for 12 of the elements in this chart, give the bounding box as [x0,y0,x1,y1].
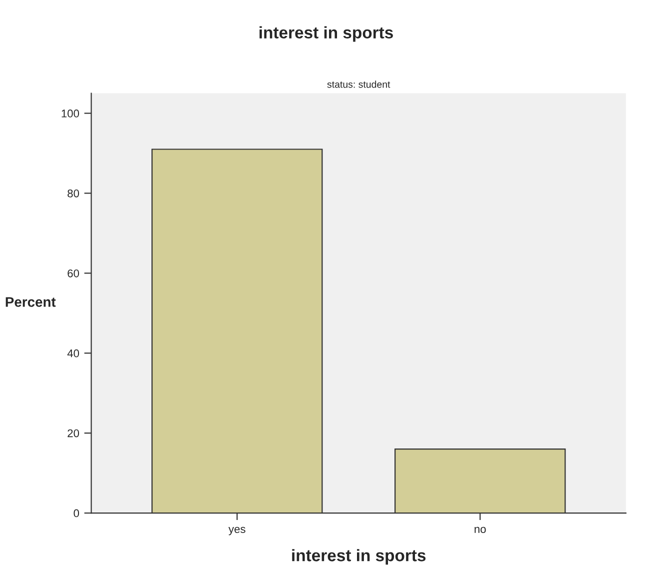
y-tick-label: 100 [62,110,80,118]
y-tick-label: 0 [74,509,80,518]
x-axis-title: interest in sports [292,549,426,565]
y-tick-label: 20 [68,429,80,438]
y-tick-label: 60 [68,269,80,278]
x-tick-label: yes [228,526,246,536]
chart-title: interest in sports [260,26,393,42]
chart-subtitle: status: student [327,80,390,88]
y-tick-label: 80 [68,189,80,198]
x-tick-label: no [474,526,486,534]
y-tick-label: 40 [67,349,80,358]
y-axis-title: Percent [6,297,56,307]
